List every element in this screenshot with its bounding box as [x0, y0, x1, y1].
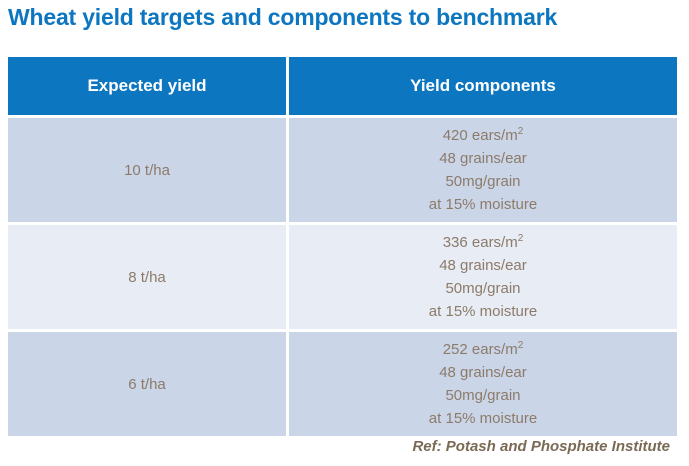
- expected-yield-cell: 6 t/ha: [8, 332, 286, 436]
- ears-superscript: 2: [517, 340, 524, 351]
- ears-line: 420 ears/m2: [429, 124, 537, 147]
- header-expected-yield: Expected yield: [8, 57, 286, 115]
- table-row: 10 t/ha 420 ears/m2 48 grains/ear 50mg/g…: [8, 118, 677, 222]
- grains-line: 48 grains/ear: [439, 257, 527, 274]
- grain-weight-line: 50mg/grain: [445, 387, 521, 404]
- page-title: Wheat yield targets and components to be…: [8, 4, 558, 30]
- yield-components-cell: 252 ears/m2 48 grains/ear 50mg/grain at …: [289, 332, 677, 436]
- table-row: 8 t/ha 336 ears/m2 48 grains/ear 50mg/gr…: [8, 225, 677, 329]
- expected-yield-cell: 8 t/ha: [8, 225, 286, 329]
- moisture-line: at 15% moisture: [428, 196, 538, 213]
- ears-line: 336 ears/m2: [429, 231, 537, 254]
- moisture-line: at 15% moisture: [428, 410, 538, 427]
- reference-footer: Ref: Potash and Phosphate Institute: [412, 438, 670, 455]
- ears-value: 252 ears/m: [442, 341, 518, 358]
- ears-value: 420 ears/m: [442, 127, 518, 144]
- yield-components-cell: 336 ears/m2 48 grains/ear 50mg/grain at …: [289, 225, 677, 329]
- ears-superscript: 2: [517, 126, 524, 137]
- components-lines: 336 ears/m2 48 grains/ear 50mg/grain at …: [429, 231, 537, 323]
- ears-value: 336 ears/m: [442, 234, 518, 251]
- table-row: 6 t/ha 252 ears/m2 48 grains/ear 50mg/gr…: [8, 332, 677, 436]
- header-yield-components: Yield components: [289, 57, 677, 115]
- moisture-line: at 15% moisture: [428, 303, 538, 320]
- components-lines: 252 ears/m2 48 grains/ear 50mg/grain at …: [429, 338, 537, 430]
- expected-yield-cell: 10 t/ha: [8, 118, 286, 222]
- grains-line: 48 grains/ear: [439, 150, 527, 167]
- grains-line: 48 grains/ear: [439, 364, 527, 381]
- table-header-row: Expected yield Yield components: [8, 57, 677, 115]
- ears-line: 252 ears/m2: [429, 338, 537, 361]
- grain-weight-line: 50mg/grain: [445, 280, 521, 297]
- grain-weight-line: 50mg/grain: [445, 173, 521, 190]
- ears-superscript: 2: [517, 233, 524, 244]
- yield-components-cell: 420 ears/m2 48 grains/ear 50mg/grain at …: [289, 118, 677, 222]
- components-lines: 420 ears/m2 48 grains/ear 50mg/grain at …: [429, 124, 537, 216]
- yield-table: Expected yield Yield components 10 t/ha …: [8, 57, 677, 436]
